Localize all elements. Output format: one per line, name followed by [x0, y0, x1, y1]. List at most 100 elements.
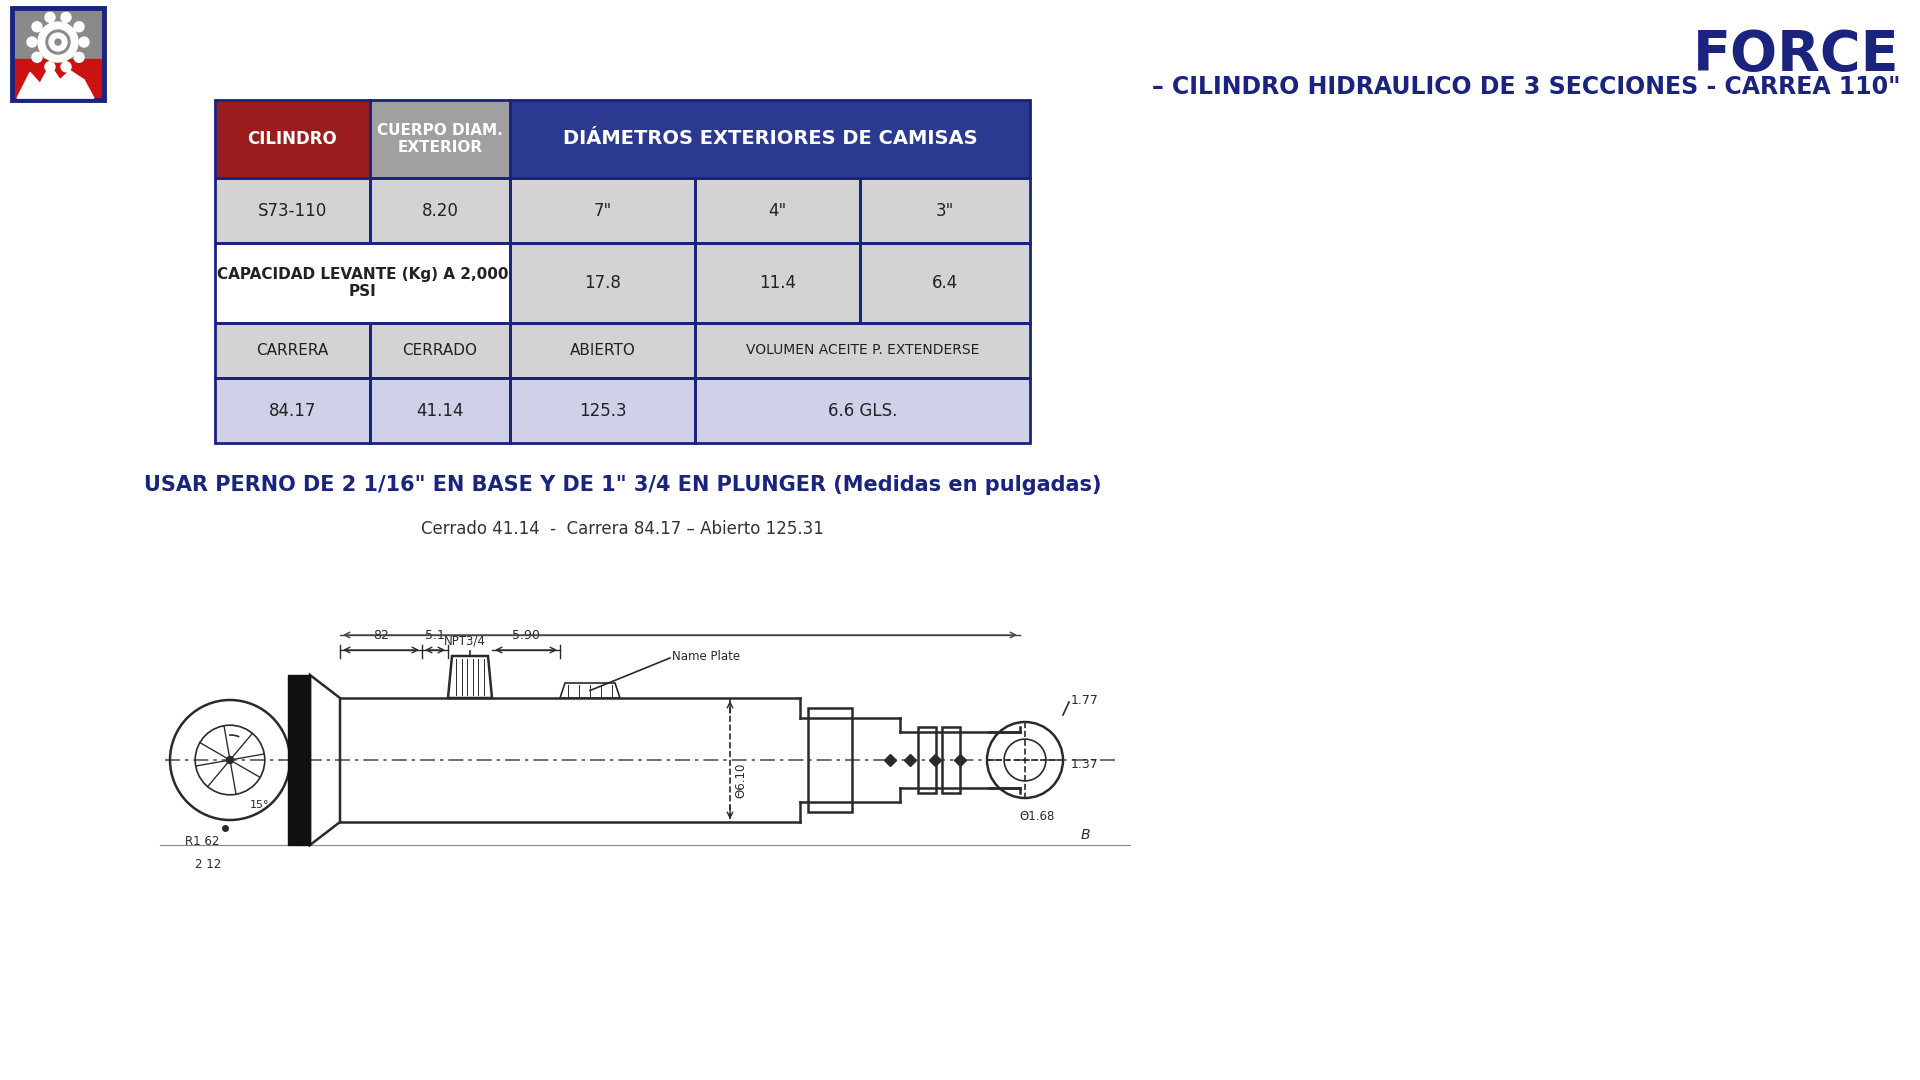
Text: 6.6 GLS.: 6.6 GLS.: [828, 402, 897, 419]
Bar: [511, 323, 695, 378]
Bar: [12, 58, 104, 100]
Text: 15°: 15°: [250, 800, 269, 810]
Text: USAR PERNO DE 2 1/16" EN BASE Y DE 1" 3/4 EN PLUNGER (Medidas en pulgadas): USAR PERNO DE 2 1/16" EN BASE Y DE 1" 3/…: [144, 475, 1102, 495]
Text: 3": 3": [935, 202, 954, 219]
Text: 5.1: 5.1: [424, 629, 445, 642]
Bar: [371, 378, 511, 443]
Bar: [215, 178, 371, 243]
Bar: [371, 323, 511, 378]
Circle shape: [33, 52, 42, 63]
Text: VOLUMEN ACEITE P. EXTENDERSE: VOLUMEN ACEITE P. EXTENDERSE: [745, 343, 979, 357]
Text: Name Plate: Name Plate: [672, 650, 739, 663]
Bar: [511, 243, 695, 323]
Text: CAPACIDAD LEVANTE (Kg) A 2,000
PSI: CAPACIDAD LEVANTE (Kg) A 2,000 PSI: [217, 267, 509, 299]
Bar: [215, 378, 371, 443]
Circle shape: [46, 30, 69, 54]
Circle shape: [44, 62, 56, 71]
Text: 1.77: 1.77: [1071, 693, 1098, 706]
Text: 17.8: 17.8: [584, 274, 620, 292]
Text: CUERPO DIAM.
EXTERIOR: CUERPO DIAM. EXTERIOR: [376, 123, 503, 156]
Bar: [918, 727, 937, 793]
Text: B: B: [1081, 828, 1091, 842]
Text: 7": 7": [593, 202, 612, 219]
Bar: [808, 708, 852, 812]
Bar: [371, 100, 511, 178]
Text: 84.17: 84.17: [269, 402, 317, 419]
Bar: [511, 378, 695, 443]
Bar: [695, 243, 860, 323]
Bar: [511, 378, 695, 443]
Bar: [215, 100, 371, 178]
Bar: [860, 178, 1029, 243]
Text: 4": 4": [768, 202, 787, 219]
Text: 82: 82: [372, 629, 390, 642]
Circle shape: [75, 52, 84, 63]
Bar: [215, 323, 371, 378]
Text: 125.3: 125.3: [578, 402, 626, 419]
Circle shape: [56, 39, 61, 45]
Text: CILINDRO: CILINDRO: [248, 130, 338, 148]
Circle shape: [38, 22, 79, 62]
Text: 41.14: 41.14: [417, 402, 465, 419]
Bar: [860, 243, 1029, 323]
Bar: [371, 178, 511, 243]
Bar: [288, 675, 309, 845]
Bar: [371, 178, 511, 243]
Text: S73-110: S73-110: [257, 202, 326, 219]
Bar: [695, 323, 1029, 378]
Text: ABIERTO: ABIERTO: [570, 343, 636, 357]
Circle shape: [27, 37, 36, 48]
Text: DIÁMETROS EXTERIORES DE CAMISAS: DIÁMETROS EXTERIORES DE CAMISAS: [563, 130, 977, 148]
Bar: [511, 243, 695, 323]
Bar: [511, 323, 695, 378]
Bar: [695, 178, 860, 243]
Bar: [943, 727, 960, 793]
Bar: [215, 323, 371, 378]
Bar: [371, 323, 511, 378]
Polygon shape: [17, 65, 94, 98]
Bar: [860, 178, 1029, 243]
Bar: [511, 100, 1029, 178]
Bar: [511, 100, 1029, 178]
Circle shape: [227, 756, 234, 764]
Bar: [215, 378, 371, 443]
Circle shape: [75, 22, 84, 31]
Bar: [860, 243, 1029, 323]
Bar: [695, 378, 1029, 443]
Bar: [511, 178, 695, 243]
Text: 1.37: 1.37: [1071, 758, 1098, 771]
Circle shape: [61, 12, 71, 23]
Circle shape: [44, 12, 56, 23]
Bar: [371, 378, 511, 443]
Bar: [695, 243, 860, 323]
Text: FORCE: FORCE: [1693, 28, 1901, 82]
Bar: [695, 378, 1029, 443]
Text: 6.4: 6.4: [931, 274, 958, 292]
Text: CERRADO: CERRADO: [403, 343, 478, 357]
Text: Θ1.68: Θ1.68: [1020, 810, 1054, 823]
Bar: [511, 178, 695, 243]
Bar: [371, 100, 511, 178]
Circle shape: [79, 37, 88, 48]
Text: – CILINDRO HIDRAULICO DE 3 SECCIONES - CARREA 110": – CILINDRO HIDRAULICO DE 3 SECCIONES - C…: [1152, 75, 1901, 99]
Bar: [215, 243, 511, 323]
Bar: [695, 178, 860, 243]
Bar: [215, 100, 371, 178]
Text: Cerrado 41.14  -  Carrera 84.17 – Abierto 125.31: Cerrado 41.14 - Carrera 84.17 – Abierto …: [420, 519, 824, 538]
Text: Θ6.10: Θ6.10: [733, 762, 747, 798]
Bar: [12, 8, 104, 65]
Text: R1 62: R1 62: [184, 835, 219, 848]
Circle shape: [61, 62, 71, 71]
Circle shape: [50, 33, 67, 51]
Text: NPT3/4: NPT3/4: [444, 635, 486, 648]
Text: 5.90: 5.90: [513, 629, 540, 642]
Text: 2 12: 2 12: [196, 858, 221, 870]
Text: 8.20: 8.20: [422, 202, 459, 219]
Circle shape: [33, 22, 42, 31]
Bar: [215, 243, 511, 323]
Bar: [12, 8, 104, 100]
Text: 11.4: 11.4: [758, 274, 797, 292]
Bar: [215, 178, 371, 243]
Bar: [695, 323, 1029, 378]
Text: CARRERA: CARRERA: [257, 343, 328, 357]
